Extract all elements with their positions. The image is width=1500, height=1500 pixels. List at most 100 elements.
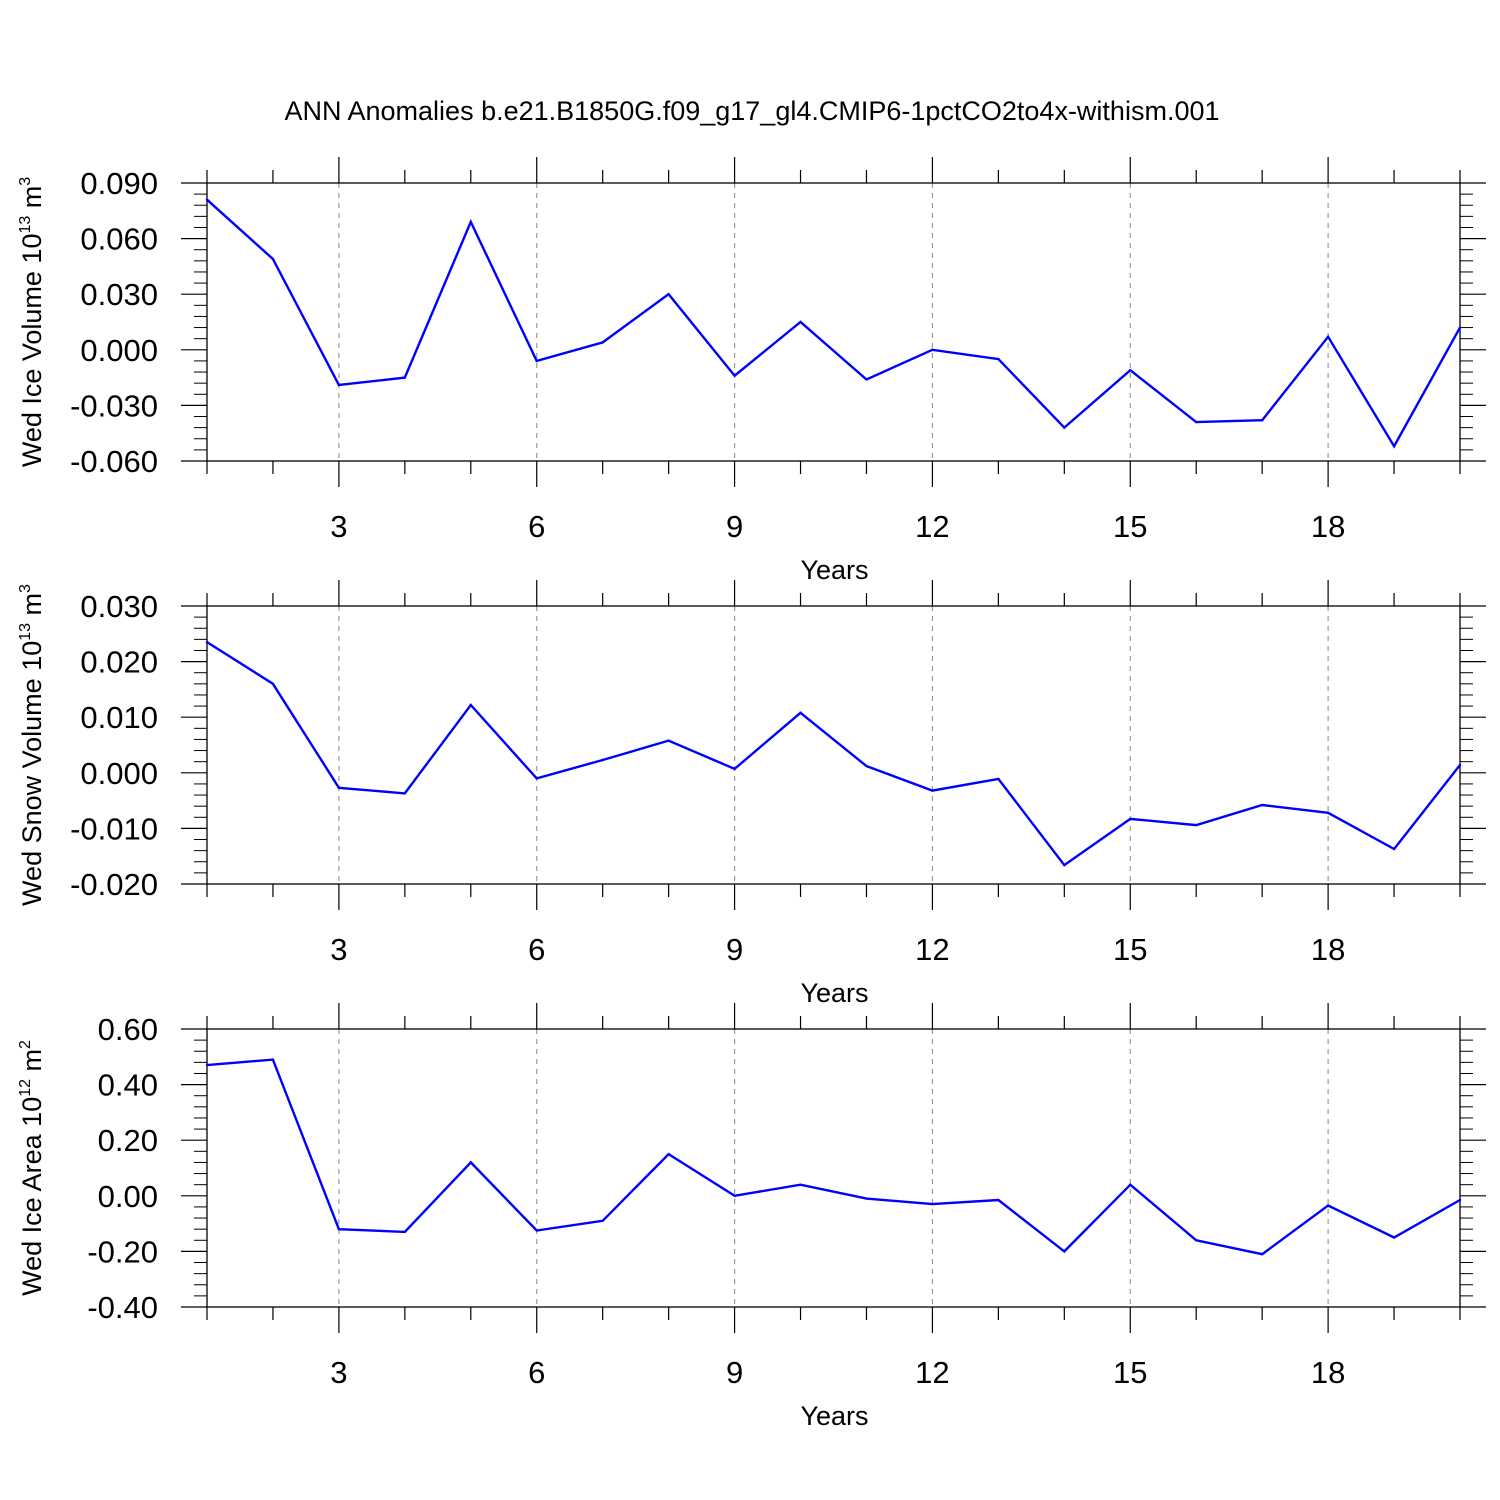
series-line — [206, 198, 1462, 449]
data-point — [799, 320, 802, 324]
y-tick-label: 0.060 — [80, 222, 158, 257]
data-point — [601, 1219, 604, 1223]
y-tick-label: -0.40 — [87, 1290, 158, 1325]
data-point — [337, 786, 341, 790]
data-point — [865, 1197, 868, 1200]
data-point — [865, 378, 868, 381]
y-tick-label: 0.20 — [98, 1123, 158, 1158]
x-tick-label: 18 — [1311, 1355, 1345, 1390]
y-tick-label: 0.60 — [98, 1012, 158, 1047]
y-label-text: Wed Ice Area 10 — [17, 1097, 47, 1296]
y-tick-label: -0.20 — [87, 1234, 158, 1269]
y-label-text: Wed Snow Volume 10 — [17, 641, 47, 906]
data-point — [469, 220, 472, 224]
data-point — [1326, 335, 1330, 339]
plot-frame — [206, 605, 1461, 885]
y-axis-label: Wed Ice Volume 1013 m3 — [17, 177, 47, 467]
data-point — [997, 357, 1000, 361]
data-point — [601, 758, 604, 762]
y-tick-label: -0.010 — [70, 811, 158, 846]
data-point — [997, 777, 1000, 781]
data-point — [667, 293, 670, 296]
series-line — [206, 641, 1461, 867]
data-point — [535, 359, 538, 363]
data-point — [1458, 763, 1462, 767]
data-point — [535, 1229, 538, 1232]
x-tick-label: 6 — [528, 932, 545, 967]
y-label-text: Wed Ice Volume 10 — [17, 234, 47, 468]
x-tick-label: 12 — [915, 509, 949, 544]
data-point — [997, 1198, 1000, 1202]
data-point — [1392, 444, 1396, 448]
y-tick-label: 0.030 — [80, 277, 158, 312]
chart-panel-1: 3 6 9 12 15 18 Years -0.060 -0.030 0.000 0.030 0.06… — [17, 157, 1486, 585]
y-label-unit: m — [17, 1049, 47, 1079]
y-label-unit-exponent: 3 — [17, 584, 34, 593]
data-point — [733, 374, 736, 377]
data-point — [1063, 1250, 1066, 1253]
data-point — [667, 739, 670, 742]
x-tick-label: 12 — [915, 1355, 949, 1390]
data-point — [1195, 823, 1198, 827]
data-point — [1392, 1236, 1396, 1239]
y-tick-label: 0.00 — [98, 1179, 158, 1214]
data-point — [1260, 419, 1264, 422]
x-tick-label: 12 — [915, 932, 949, 967]
y-label-unit-exponent: 3 — [17, 177, 34, 186]
x-tick-label: 3 — [330, 509, 347, 544]
y-axis-label: Wed Snow Volume 1013 m3 — [17, 584, 47, 906]
data-point — [469, 703, 472, 707]
y-tick-label: 0.020 — [80, 645, 158, 680]
y-tick-label: 0.40 — [98, 1068, 158, 1103]
y-label-unit: m — [17, 186, 47, 216]
data-point — [799, 711, 802, 714]
y-tick-label: -0.060 — [70, 444, 158, 479]
y-tick-label: 0.000 — [80, 333, 158, 368]
x-tick-label: 15 — [1113, 932, 1147, 967]
y-axis-label: Wed Ice Area 1012 m2 — [17, 1040, 47, 1296]
plot-frame — [206, 1028, 1461, 1308]
y-tick-label: 0.090 — [80, 166, 158, 201]
chart-panel-2: 3 6 9 12 15 18 Years -0.020 -0.010 0.000 0.010 0.02… — [17, 580, 1486, 1008]
chart-panel-3: 3 6 9 12 15 18 Years -0.40 -0.20 0.00 0.20 0.40 0.60… — [17, 1003, 1486, 1431]
data-point — [337, 383, 341, 387]
chart-panels: 3 6 9 12 15 18 Years -0.060 -0.030 0.000 0.030 0.06… — [17, 157, 1486, 1431]
x-tick-label: 3 — [330, 932, 347, 967]
data-point — [931, 1202, 934, 1206]
x-tick-label: 9 — [726, 509, 743, 544]
y-label-exponent: 13 — [17, 216, 34, 234]
data-point — [205, 1063, 209, 1067]
data-point — [799, 1183, 802, 1186]
data-point — [271, 257, 275, 261]
data-point — [667, 1152, 670, 1156]
x-axis-label: Years — [800, 555, 868, 585]
y-label-exponent: 13 — [17, 623, 34, 641]
x-tick-label: 18 — [1311, 932, 1345, 967]
x-axis-label: Years — [800, 1401, 868, 1431]
data-point — [271, 682, 275, 686]
y-tick-label: 0.000 — [80, 756, 158, 791]
series-line — [206, 1058, 1461, 1256]
data-point — [469, 1161, 472, 1164]
data-point — [271, 1058, 275, 1061]
data-point — [1326, 811, 1330, 815]
data-point — [403, 792, 407, 795]
data-point — [1260, 1252, 1264, 1256]
data-point — [535, 777, 538, 780]
y-tick-label: 0.010 — [80, 700, 158, 735]
y-tick-label: -0.030 — [70, 388, 158, 423]
data-point — [1260, 803, 1264, 807]
data-point — [931, 789, 934, 792]
data-point — [1458, 326, 1462, 329]
data-point — [1129, 817, 1132, 821]
data-point — [1063, 426, 1066, 429]
data-point — [1326, 1204, 1330, 1207]
data-point — [931, 348, 934, 351]
data-point — [1063, 863, 1066, 867]
data-point — [205, 198, 209, 201]
data-point — [403, 1230, 407, 1234]
y-label-exponent: 12 — [17, 1079, 34, 1097]
data-point — [1195, 420, 1198, 424]
data-point — [733, 1194, 736, 1198]
